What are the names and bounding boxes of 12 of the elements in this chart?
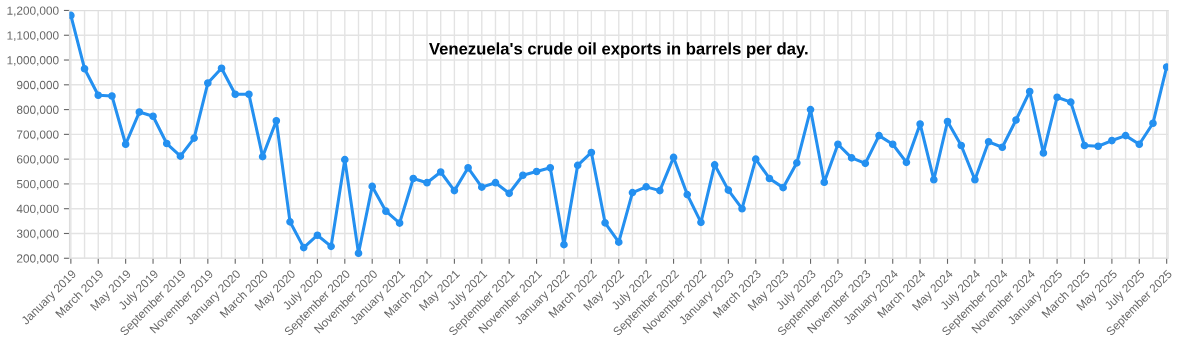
y-tick-label: 1,200,000 [7,6,59,17]
text: Venezuela's crude oil exports in barrels per day. [429,42,808,58]
y-tick-label: 1,000,000 [7,56,59,66]
y-tick-label: 400,000 [16,204,59,215]
y-tick-label: 500,000 [16,179,59,190]
y-tick-label: 200,000 [16,254,59,265]
y-tick-label: 1,100,000 [7,31,59,42]
y-tick-label: 300,000 [16,229,59,240]
y-tick-label: 800,000 [16,105,59,116]
y-tick-label: 900,000 [16,80,59,91]
y-tick-label: 700,000 [17,130,59,141]
y-tick-label: 600,000 [17,155,59,165]
